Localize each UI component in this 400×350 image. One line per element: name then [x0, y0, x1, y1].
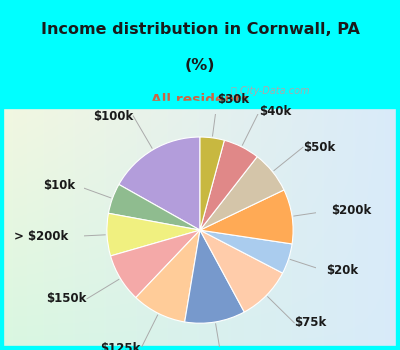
Text: $20k: $20k: [326, 265, 358, 278]
Wedge shape: [108, 184, 200, 230]
Text: (%): (%): [185, 58, 215, 72]
Text: $75k: $75k: [294, 316, 326, 329]
Wedge shape: [107, 213, 200, 256]
Text: $200k: $200k: [331, 204, 371, 217]
Wedge shape: [200, 190, 293, 244]
Text: Income distribution in Cornwall, PA: Income distribution in Cornwall, PA: [40, 22, 360, 37]
Wedge shape: [200, 230, 283, 312]
Wedge shape: [200, 157, 284, 230]
Wedge shape: [200, 137, 224, 230]
Text: All residents: All residents: [151, 93, 249, 107]
Wedge shape: [136, 230, 200, 322]
Text: $30k: $30k: [218, 93, 250, 106]
Text: $125k: $125k: [100, 342, 141, 350]
Text: $10k: $10k: [44, 178, 76, 192]
Wedge shape: [119, 137, 200, 230]
Text: > $200k: > $200k: [14, 230, 68, 243]
Text: $150k: $150k: [47, 292, 87, 305]
Wedge shape: [185, 230, 244, 323]
Text: $40k: $40k: [259, 105, 291, 118]
Text: $50k: $50k: [303, 141, 335, 154]
Wedge shape: [200, 140, 257, 230]
Text: $100k: $100k: [93, 110, 133, 122]
Wedge shape: [110, 230, 200, 298]
Text: ⓘ City-Data.com: ⓘ City-Data.com: [231, 86, 309, 96]
Wedge shape: [200, 230, 292, 273]
